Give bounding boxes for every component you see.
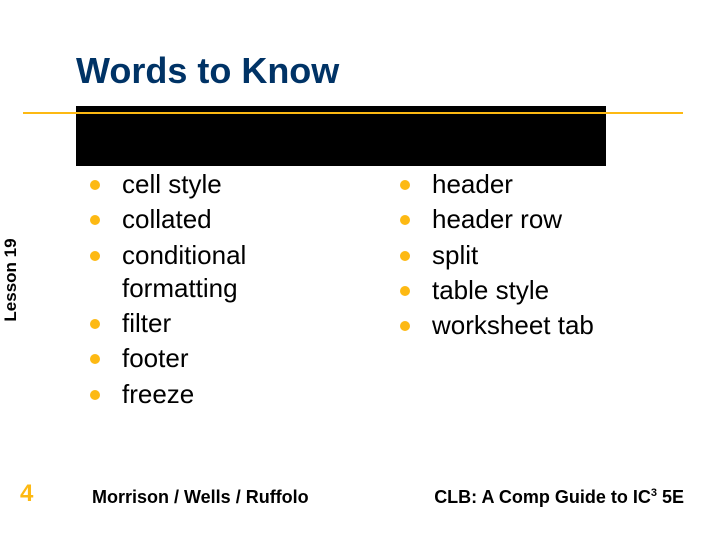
term-text: table style: [432, 274, 549, 307]
content-area: cell style collated conditional formatti…: [90, 168, 680, 413]
term-text: filter: [122, 307, 171, 340]
term-text: conditional formatting: [122, 239, 350, 306]
term-text: collated: [122, 203, 212, 236]
term-text: header: [432, 168, 513, 201]
list-item: header row: [400, 203, 660, 236]
term-text: worksheet tab: [432, 309, 594, 342]
bullet-icon: [90, 390, 100, 400]
lesson-label: Lesson 19: [1, 220, 21, 340]
footer-right-pre: CLB: A Comp Guide to IC: [434, 487, 651, 507]
title-underline-bar: [76, 106, 606, 166]
term-text: cell style: [122, 168, 222, 201]
term-text: footer: [122, 342, 189, 375]
list-item: table style: [400, 274, 660, 307]
list-item: footer: [90, 342, 350, 375]
bullet-icon: [90, 319, 100, 329]
list-item: filter: [90, 307, 350, 340]
list-item: freeze: [90, 378, 350, 411]
slide-title: Words to Know: [76, 50, 339, 92]
bullet-icon: [400, 215, 410, 225]
left-column: cell style collated conditional formatti…: [90, 168, 350, 413]
bullet-icon: [90, 251, 100, 261]
list-item: header: [400, 168, 660, 201]
footer-book-title: CLB: A Comp Guide to IC3 5E: [434, 487, 684, 508]
list-item: conditional formatting: [90, 239, 350, 306]
bullet-icon: [90, 215, 100, 225]
accent-rule: [23, 112, 683, 114]
list-item: split: [400, 239, 660, 272]
bullet-icon: [90, 354, 100, 364]
page-number: 4: [20, 480, 33, 508]
list-item: cell style: [90, 168, 350, 201]
term-text: split: [432, 239, 478, 272]
list-item: collated: [90, 203, 350, 236]
term-text: header row: [432, 203, 562, 236]
right-column: header header row split table style work…: [400, 168, 660, 413]
bullet-icon: [400, 251, 410, 261]
bullet-icon: [90, 180, 100, 190]
list-item: worksheet tab: [400, 309, 660, 342]
bullet-icon: [400, 321, 410, 331]
bullet-icon: [400, 180, 410, 190]
term-text: freeze: [122, 378, 194, 411]
footer-right-post: 5E: [657, 487, 684, 507]
slide: Words to Know cell style collated condit…: [0, 0, 720, 540]
bullet-icon: [400, 286, 410, 296]
footer-authors: Morrison / Wells / Ruffolo: [92, 487, 309, 508]
